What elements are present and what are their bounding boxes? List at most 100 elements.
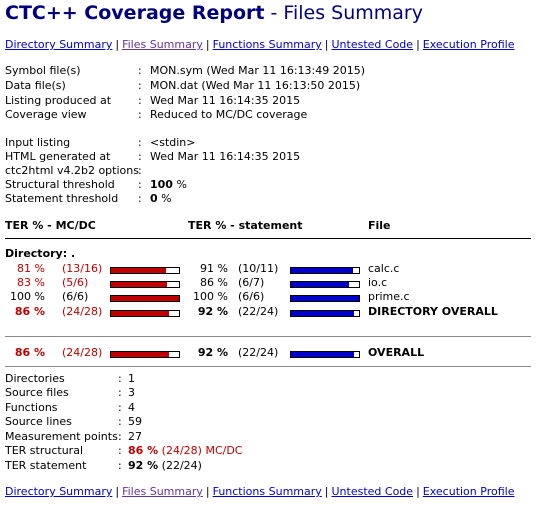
mcdc-percent: 100 % <box>10 290 45 303</box>
stat-label: Source files <box>5 386 69 399</box>
nav-directory-summary[interactable]: Directory Summary <box>5 38 113 51</box>
mcdc-count: (24/28) <box>62 305 103 318</box>
statement-percent: 100 % <box>193 290 228 303</box>
nav-directory-summary[interactable]: Directory Summary <box>5 485 113 498</box>
mcdc-count: (5/6) <box>62 276 89 289</box>
mcdc-count: (6/6) <box>62 290 89 303</box>
meta-colon: : <box>138 164 142 177</box>
meta-value: Wed Mar 11 16:14:35 2015 <box>150 150 301 163</box>
statement-percent: 91 % <box>200 262 228 275</box>
stat-value: 4 <box>128 401 135 414</box>
statement-bar <box>290 310 360 317</box>
meta-value: MON.dat (Wed Mar 11 16:13:50 2015) <box>150 79 361 92</box>
statement-bar-fill <box>291 282 350 287</box>
directory-label: Directory: . <box>5 247 76 260</box>
meta-label: Statement threshold <box>5 192 119 205</box>
meta-label: Input listing <box>5 136 71 149</box>
statement-bar <box>290 351 360 358</box>
statement-count: (22/24) <box>238 346 279 359</box>
file-name: DIRECTORY OVERALL <box>368 305 498 318</box>
meta-label: Coverage view <box>5 108 87 121</box>
statement-bar <box>290 295 360 302</box>
statement-bar-fill <box>291 311 354 316</box>
statement-percent: 92 % <box>197 305 228 318</box>
nav-untested-code[interactable]: Untested Code <box>331 38 414 51</box>
mcdc-bar-fill <box>111 282 168 287</box>
mcdc-bar-fill <box>111 311 170 316</box>
meta-value: <stdin> <box>150 136 196 149</box>
divider <box>5 366 531 367</box>
mcdc-bar-fill <box>111 268 167 273</box>
statement-bar <box>290 281 360 288</box>
stat-value: 3 <box>128 386 135 399</box>
meta-colon: : <box>138 136 142 149</box>
stat-label: TER structural <box>5 444 83 457</box>
stat-colon: : <box>118 430 122 443</box>
file-name[interactable]: calc.c <box>368 262 400 275</box>
statement-percent: 86 % <box>200 276 228 289</box>
meta-value: Reduced to MC/DC coverage <box>150 108 308 121</box>
stat-colon: : <box>118 401 122 414</box>
mcdc-count: (24/28) <box>62 346 103 359</box>
meta-label: Structural threshold <box>5 178 115 191</box>
meta-label: Listing produced at <box>5 94 112 107</box>
mcdc-count: (13/16) <box>62 262 103 275</box>
mcdc-percent: 83 % <box>17 276 45 289</box>
stat-label: Measurement points <box>5 430 118 443</box>
mcdc-bar <box>110 281 180 288</box>
mcdc-bar-fill <box>111 296 179 301</box>
meta-colon: : <box>138 64 142 77</box>
header-ter-mcdc: TER % - MC/DC <box>5 219 96 232</box>
stat-colon: : <box>118 386 122 399</box>
meta-colon: : <box>138 108 142 121</box>
top-nav: Directory Summary | Files Summary | Function… <box>5 38 515 51</box>
stat-colon: : <box>118 459 122 472</box>
header-file: File <box>368 219 391 232</box>
stat-value: 27 <box>128 430 142 443</box>
mcdc-bar-fill <box>111 352 170 357</box>
stat-label: TER statement <box>5 459 87 472</box>
mcdc-bar <box>110 351 180 358</box>
stat-colon: : <box>118 415 122 428</box>
statement-bar-fill <box>291 352 354 357</box>
divider <box>5 238 531 239</box>
mcdc-percent: 81 % <box>17 262 45 275</box>
meta-label: ctc2html v4.2b2 options <box>5 164 139 177</box>
meta-colon: : <box>138 150 142 163</box>
ter-statement-value: 92 % (22/24) <box>128 459 202 472</box>
meta-colon: : <box>138 178 142 191</box>
nav-files-summary[interactable]: Files Summary <box>122 485 203 498</box>
nav-functions-summary[interactable]: Functions Summary <box>212 38 322 51</box>
file-name[interactable]: io.c <box>368 276 388 289</box>
meta-colon: : <box>138 192 142 205</box>
meta-colon: : <box>138 79 142 92</box>
meta-label: Symbol file(s) <box>5 64 81 77</box>
nav-files-summary[interactable]: Files Summary <box>122 38 203 51</box>
mcdc-bar <box>110 310 180 317</box>
statement-bar-fill <box>291 268 353 273</box>
statement-count: (6/6) <box>238 290 265 303</box>
ter-structural-value: 86 % (24/28) MC/DC <box>128 444 243 457</box>
statement-count: (6/7) <box>238 276 265 289</box>
header-ter-statement: TER % - statement <box>188 219 303 232</box>
statement-percent: 92 % <box>197 346 228 359</box>
meta-label: HTML generated at <box>5 150 111 163</box>
nav-execution-profile[interactable]: Execution Profile <box>422 485 515 498</box>
stat-label: Source lines <box>5 415 72 428</box>
divider <box>5 336 531 337</box>
nav-execution-profile[interactable]: Execution Profile <box>422 38 515 51</box>
mcdc-bar <box>110 267 180 274</box>
nav-untested-code[interactable]: Untested Code <box>331 485 414 498</box>
nav-functions-summary[interactable]: Functions Summary <box>212 485 322 498</box>
statement-count: (22/24) <box>238 305 279 318</box>
statement-count: (10/11) <box>238 262 279 275</box>
file-name[interactable]: prime.c <box>368 290 410 303</box>
mcdc-bar <box>110 295 180 302</box>
meta-colon: : <box>138 94 142 107</box>
overall-label: OVERALL <box>368 346 425 359</box>
stat-colon: : <box>118 372 122 385</box>
stat-value: 59 <box>128 415 142 428</box>
meta-label: Data file(s) <box>5 79 66 92</box>
mcdc-percent: 86 % <box>14 305 45 318</box>
page-title: CTC++ Coverage Report - Files Summary <box>5 2 423 24</box>
